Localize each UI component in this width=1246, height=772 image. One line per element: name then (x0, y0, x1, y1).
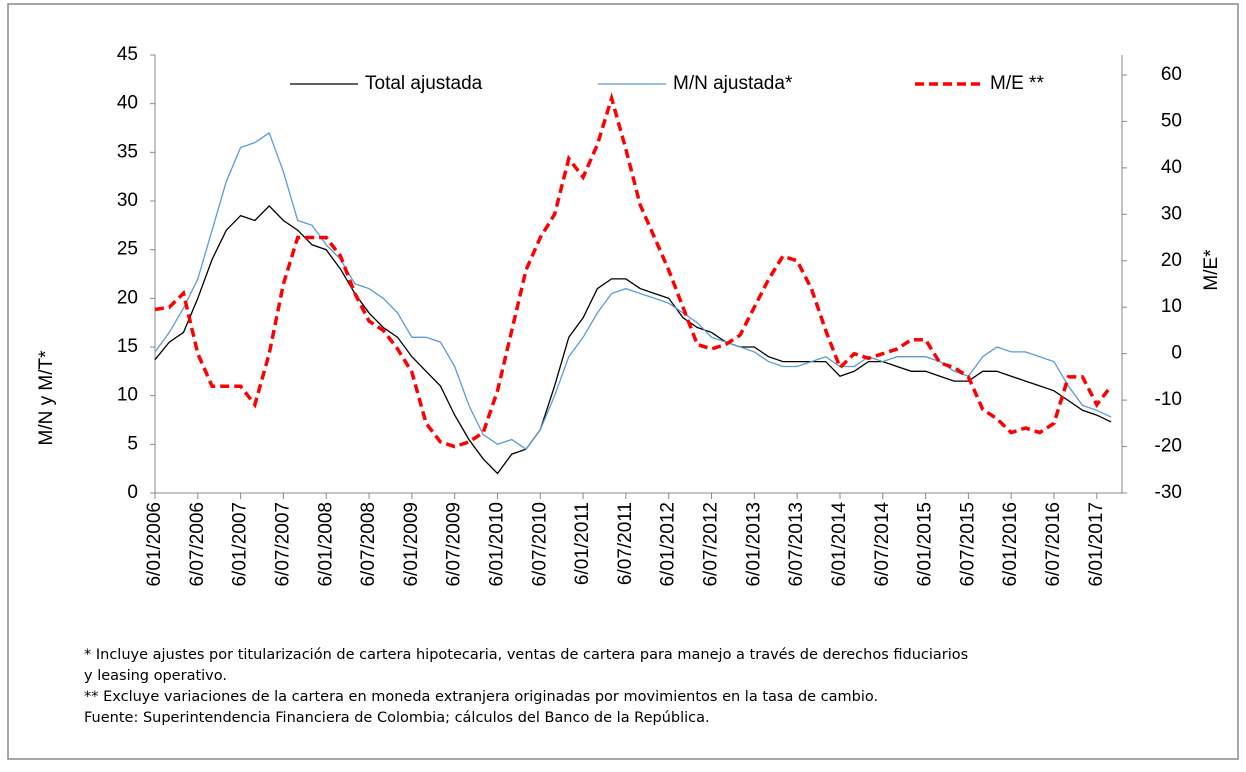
series-line (154, 91, 1113, 449)
legend-label: M/E ** (990, 73, 1044, 94)
x-tick-label: 6/07/2016 (1043, 502, 1064, 587)
y-tick-label: 20 (117, 287, 138, 308)
x-tick-label: 6/01/2016 (1000, 502, 1021, 587)
x-tick-label: 6/07/2013 (786, 502, 807, 587)
x-tick-label: 6/01/2008 (315, 502, 336, 587)
x-tick-label: 6/01/2007 (230, 502, 251, 587)
y2-tick-label: -30 (1155, 482, 1182, 503)
x-tick-label: 6/01/2011 (572, 502, 593, 585)
series-line (154, 131, 1112, 451)
y2-tick-label: 10 (1161, 296, 1182, 317)
x-tick-label: 6/07/2010 (529, 502, 550, 587)
x-tick-label: 6/07/2015 (957, 502, 978, 587)
y2-tick-label: 0 (1171, 343, 1182, 364)
frame (7, 3, 1239, 760)
y-tick-label: 5 (127, 433, 138, 454)
x-tick-label: 6/01/2014 (829, 502, 850, 587)
y-tick-label: 25 (117, 239, 138, 260)
y2-axis-label: M/E* (1201, 249, 1222, 291)
y2-tick-label: 30 (1161, 203, 1182, 224)
x-tick-label: 6/01/2013 (743, 502, 764, 587)
y-tick-label: 45 (117, 44, 138, 65)
x-tick-label: 6/07/2009 (444, 502, 465, 587)
y2-tick-label: 60 (1161, 64, 1182, 85)
x-tick-label: 6/07/2012 (701, 502, 722, 587)
y-axis-label: M/N y M/T* (36, 350, 57, 446)
x-tick-label: 6/01/2012 (658, 502, 679, 587)
y2-tick-label: 50 (1161, 110, 1182, 131)
x-tick-label: 6/01/2015 (915, 502, 936, 587)
legend-label: M/N ajustada* (673, 73, 793, 94)
y2-tick-label: 40 (1161, 157, 1182, 178)
x-tick-label: 6/01/2006 (144, 502, 165, 587)
x-tick-label: 6/01/2010 (486, 502, 507, 587)
y-tick-label: 35 (117, 141, 138, 162)
footnote: * Incluye ajustes por titularización de … (84, 647, 968, 663)
x-tick-label: 6/01/2017 (1086, 502, 1107, 587)
footnote: Fuente: Superintendencia Financiera de C… (84, 710, 710, 726)
y-tick-label: 30 (117, 190, 138, 211)
legend-label: Total ajustada (365, 73, 483, 94)
footnote: y leasing operativo. (84, 668, 227, 684)
footnote: ** Excluye variaciones de la cartera en … (84, 689, 878, 705)
y2-tick-label: 20 (1161, 250, 1182, 271)
y2-tick-label: -20 (1155, 436, 1182, 457)
y-tick-label: 40 (117, 93, 138, 114)
x-tick-label: 6/07/2011 (615, 502, 636, 585)
x-tick-label: 6/07/2014 (872, 502, 893, 587)
x-tick-label: 6/07/2008 (358, 502, 379, 587)
y-tick-label: 0 (127, 482, 138, 503)
y2-tick-label: -10 (1155, 389, 1182, 410)
series-line (154, 204, 1112, 475)
y-tick-label: 15 (117, 336, 138, 357)
x-tick-label: 6/01/2009 (401, 502, 422, 587)
x-tick-label: 6/07/2006 (187, 502, 208, 587)
x-tick-label: 6/07/2007 (272, 502, 293, 587)
y-tick-label: 10 (117, 385, 138, 406)
